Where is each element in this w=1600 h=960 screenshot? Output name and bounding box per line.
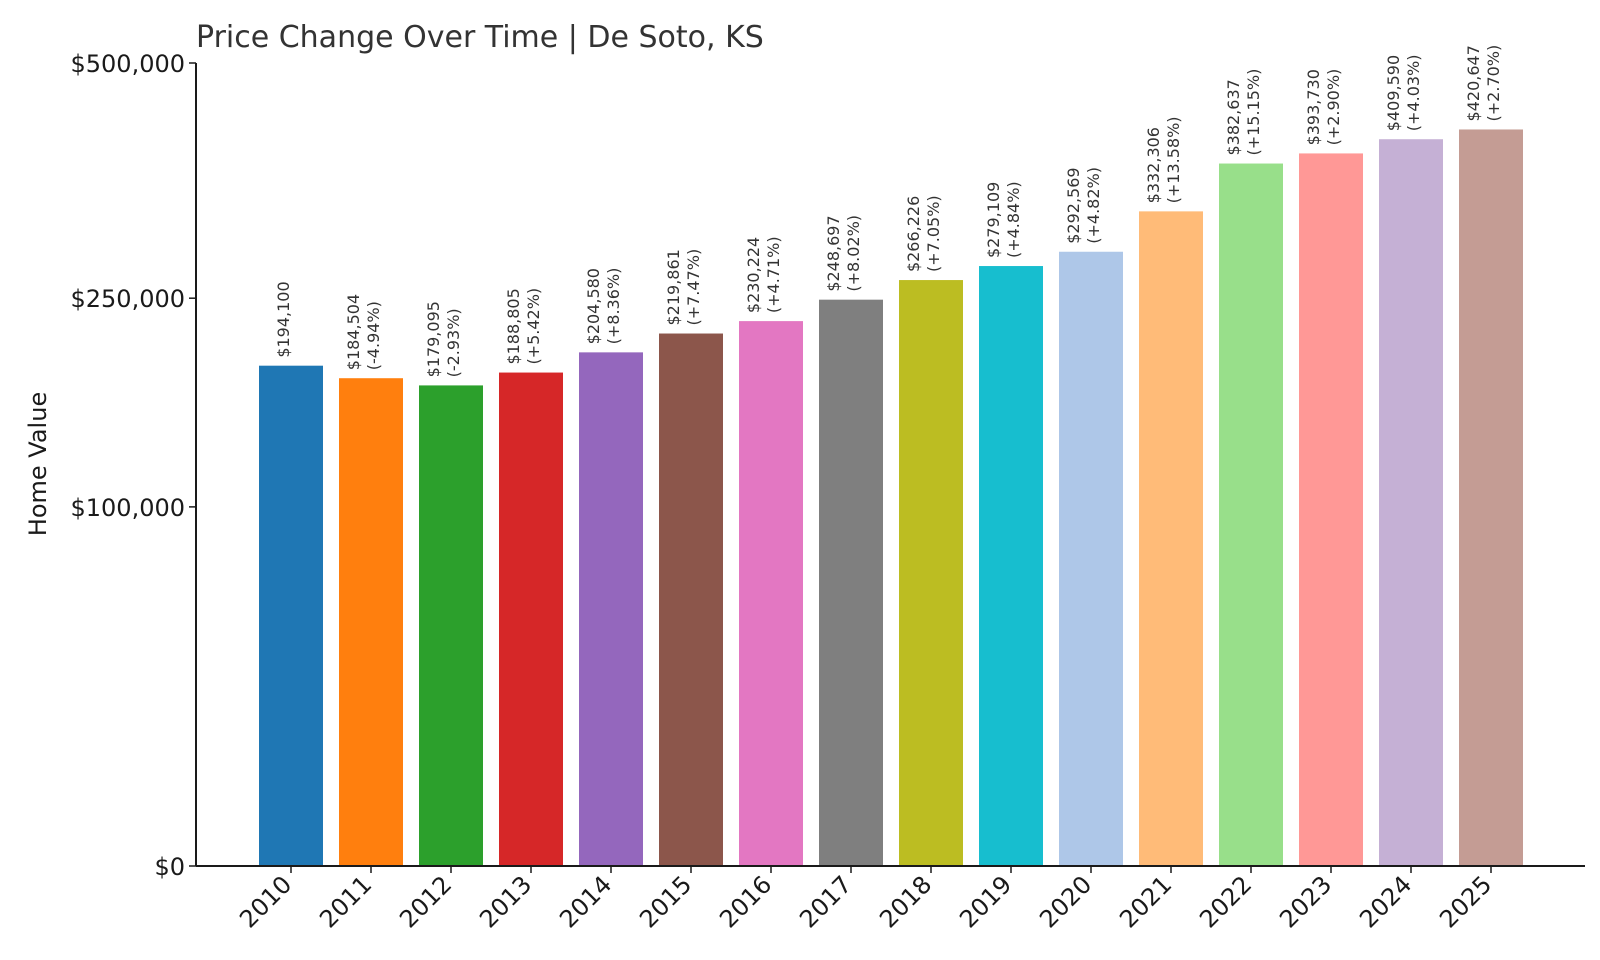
value-change-2012: (-2.93%): [444, 308, 463, 377]
x-tick-label-2018: 2018: [874, 870, 937, 933]
bar-2011: [339, 378, 403, 866]
value-label-2025: $420,647(+2.70%): [1464, 45, 1503, 122]
x-tick-label-2010: 2010: [234, 870, 297, 933]
value-labels-group: $194,100 $184,504(-4.94%) $179,095(-2.93%)…: [274, 45, 1503, 378]
bar-2012: [419, 385, 483, 866]
value-label-2012: $179,095(-2.93%): [424, 301, 463, 377]
value-change-2023: (+2.90%): [1324, 69, 1343, 146]
value-change-2025: (+2.70%): [1484, 45, 1503, 122]
x-tick-label-2022: 2022: [1194, 870, 1257, 933]
bar-2016: [739, 321, 803, 866]
bar-2014: [579, 352, 643, 867]
value-change-2021: (+13.58%): [1164, 116, 1183, 203]
value-label-2024: $409,590(+4.03%): [1384, 54, 1423, 131]
x-tick-label-2013: 2013: [474, 870, 537, 933]
bar-2015: [659, 333, 723, 867]
value-change-2014: (+8.36%): [604, 268, 623, 345]
value-amount-2018: $266,226: [904, 196, 923, 272]
x-tick-label-2012: 2012: [394, 870, 457, 933]
value-change-2020: (+4.82%): [1084, 167, 1103, 244]
x-tick-label-2019: 2019: [954, 870, 1017, 933]
bar-2013: [499, 372, 563, 866]
value-label-2015: $219,861(+7.47%): [664, 249, 703, 326]
bars-group: [259, 129, 1523, 867]
value-amount-2015: $219,861: [664, 249, 683, 325]
value-label-2020: $292,569(+4.82%): [1064, 167, 1103, 244]
bar-2022: [1219, 163, 1283, 866]
value-amount-2012: $179,095: [424, 301, 443, 377]
bar-2018: [899, 280, 963, 866]
value-amount-2021: $332,306: [1144, 127, 1163, 203]
value-label-2017: $248,697(+8.02%): [824, 215, 863, 292]
value-change-2013: (+5.42%): [524, 288, 543, 365]
y-tick-label: $0: [154, 853, 185, 881]
value-change-2019: (+4.84%): [1004, 181, 1023, 258]
bar-2017: [819, 299, 883, 866]
bar-2025: [1459, 129, 1523, 867]
bar-2024: [1379, 139, 1443, 866]
value-change-2017: (+8.02%): [844, 215, 863, 292]
value-amount-2022: $382,637: [1224, 79, 1243, 155]
value-label-2016: $230,224(+4.71%): [744, 236, 783, 313]
x-tick-label-2011: 2011: [314, 870, 377, 933]
x-tick-label-2023: 2023: [1274, 870, 1337, 933]
value-amount-2019: $279,109: [984, 182, 1003, 258]
value-change-2018: (+7.05%): [924, 195, 943, 272]
value-label-2011: $184,504(-4.94%): [344, 294, 383, 370]
value-amount-2014: $204,580: [584, 268, 603, 344]
x-tick-label-2025: 2025: [1434, 870, 1497, 933]
x-tick-label-2024: 2024: [1354, 870, 1417, 933]
x-axis: 2010 2011 2012 2013 2014 2015 2016 2017 2018 2019…: [196, 865, 1585, 933]
y-tick-label: $100,000: [70, 494, 185, 522]
x-tick-label-2015: 2015: [634, 870, 697, 933]
chart-title: Price Change Over Time | De Soto, KS: [196, 20, 764, 55]
value-label-2019: $279,109(+4.84%): [984, 181, 1023, 258]
value-change-2024: (+4.03%): [1404, 54, 1423, 131]
value-amount-2011: $184,504: [344, 294, 363, 370]
bar-2010: [259, 365, 323, 866]
value-amount-2017: $248,697: [824, 215, 843, 291]
value-label-2014: $204,580(+8.36%): [584, 268, 623, 345]
value-label-2023: $393,730(+2.90%): [1304, 69, 1343, 146]
value-amount-2023: $393,730: [1304, 69, 1323, 145]
bar-2021: [1139, 211, 1203, 866]
value-label-2018: $266,226(+7.05%): [904, 195, 943, 272]
x-tick-label-2016: 2016: [714, 870, 777, 933]
x-tick-label-2020: 2020: [1034, 870, 1097, 933]
bar-2023: [1299, 153, 1363, 867]
x-tick-label-2017: 2017: [794, 870, 857, 933]
x-tick-label-2021: 2021: [1114, 870, 1177, 933]
bar-2019: [979, 266, 1043, 867]
value-label-2010: $194,100: [274, 281, 293, 357]
bar-2020: [1059, 251, 1123, 866]
value-label-2022: $382,637(+15.15%): [1224, 69, 1263, 156]
value-amount-2013: $188,805: [504, 288, 523, 364]
y-tick-label: $250,000: [70, 285, 185, 313]
value-amount-2010: $194,100: [274, 281, 293, 357]
x-tick-label-2014: 2014: [554, 870, 617, 933]
y-axis: $0 $100,000 $250,000 $500,000: [70, 50, 197, 881]
value-label-2013: $188,805(+5.42%): [504, 288, 543, 365]
value-change-2016: (+4.71%): [764, 236, 783, 313]
value-label-2021: $332,306(+13.58%): [1144, 116, 1183, 203]
value-change-2015: (+7.47%): [684, 249, 703, 326]
value-change-2011: (-4.94%): [364, 301, 383, 370]
value-amount-2020: $292,569: [1064, 167, 1083, 243]
value-amount-2024: $409,590: [1384, 55, 1403, 131]
value-amount-2025: $420,647: [1464, 45, 1483, 121]
y-axis-label: Home Value: [24, 392, 52, 536]
y-tick-label: $500,000: [70, 50, 185, 78]
value-amount-2016: $230,224: [744, 237, 763, 313]
value-change-2022: (+15.15%): [1244, 69, 1263, 156]
